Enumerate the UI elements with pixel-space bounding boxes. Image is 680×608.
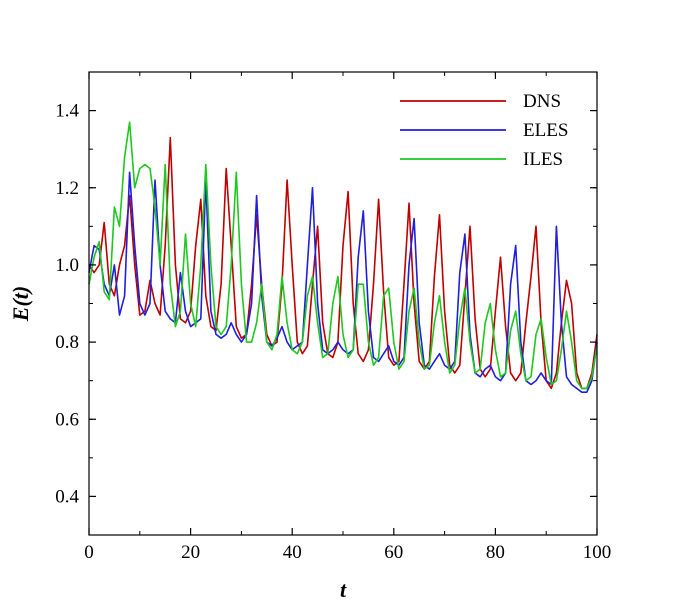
legend-label-dns: DNS [523, 91, 561, 112]
legend: DNS ELES ILES [400, 91, 568, 170]
x-tick-label: 0 [84, 542, 94, 563]
x-tick-label: 40 [283, 542, 302, 563]
x-axis-ticks: 0 20 40 60 80 100 [84, 72, 611, 563]
legend-label-eles: ELES [523, 120, 568, 141]
y-tick-label: 1.2 [55, 178, 79, 199]
y-tick-label: 0.6 [55, 409, 79, 430]
plot-frame [88, 71, 598, 536]
x-tick-label: 100 [583, 542, 612, 563]
series-line-dns [88, 136, 598, 390]
y-tick-label: 1.0 [55, 255, 79, 276]
x-tick-label: 80 [486, 542, 505, 563]
y-tick-label: 0.4 [55, 486, 79, 507]
y-tick-label: 1.4 [55, 101, 79, 122]
x-tick-label: 20 [181, 542, 200, 563]
y-axis-ticks: 0.4 0.6 0.8 1.0 1.2 1.4 [55, 71, 597, 536]
y-tick-label: 0.8 [55, 332, 79, 353]
series-line-iles [88, 121, 598, 390]
series-line-eles [88, 171, 598, 394]
plot-series-group [88, 121, 598, 394]
legend-label-iles: ILES [523, 149, 563, 170]
y-axis-title: E(t) [8, 286, 33, 322]
x-tick-label: 60 [384, 542, 403, 563]
x-axis-title: t [340, 577, 347, 602]
